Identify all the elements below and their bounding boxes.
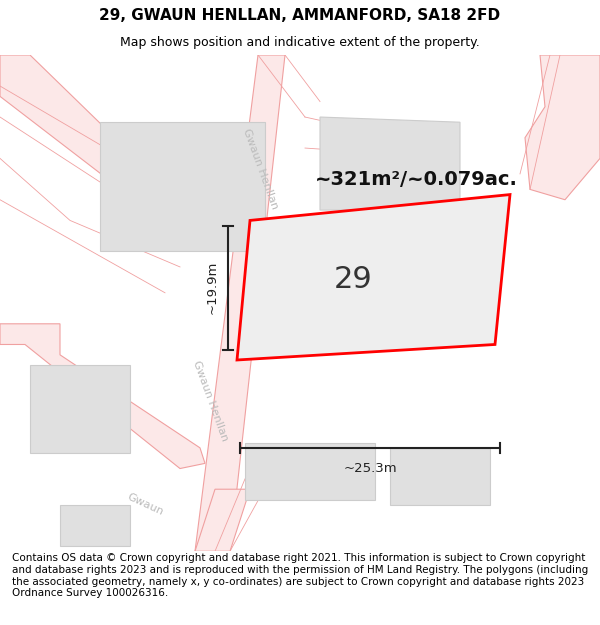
Text: Gwaun Henllan: Gwaun Henllan [241, 127, 279, 211]
Polygon shape [0, 55, 200, 231]
Polygon shape [305, 236, 420, 314]
Text: 29, GWAUN HENLLAN, AMMANFORD, SA18 2FD: 29, GWAUN HENLLAN, AMMANFORD, SA18 2FD [100, 8, 500, 23]
Polygon shape [195, 489, 250, 551]
Polygon shape [390, 448, 490, 505]
Text: 29: 29 [334, 266, 373, 294]
Text: ~25.3m: ~25.3m [343, 462, 397, 475]
Text: Contains OS data © Crown copyright and database right 2021. This information is : Contains OS data © Crown copyright and d… [12, 553, 588, 598]
Polygon shape [237, 194, 510, 360]
Polygon shape [195, 55, 285, 551]
Text: Map shows position and indicative extent of the property.: Map shows position and indicative extent… [120, 36, 480, 49]
Text: ~19.9m: ~19.9m [205, 261, 218, 314]
Text: Gwaun Henllan: Gwaun Henllan [191, 360, 229, 443]
Polygon shape [100, 122, 265, 251]
Polygon shape [0, 324, 205, 469]
Polygon shape [245, 442, 375, 499]
Polygon shape [525, 55, 600, 200]
Polygon shape [60, 505, 130, 546]
Polygon shape [320, 117, 460, 210]
Text: Gwaun: Gwaun [125, 492, 165, 518]
Text: ~321m²/~0.079ac.: ~321m²/~0.079ac. [315, 169, 518, 189]
Polygon shape [30, 365, 130, 453]
